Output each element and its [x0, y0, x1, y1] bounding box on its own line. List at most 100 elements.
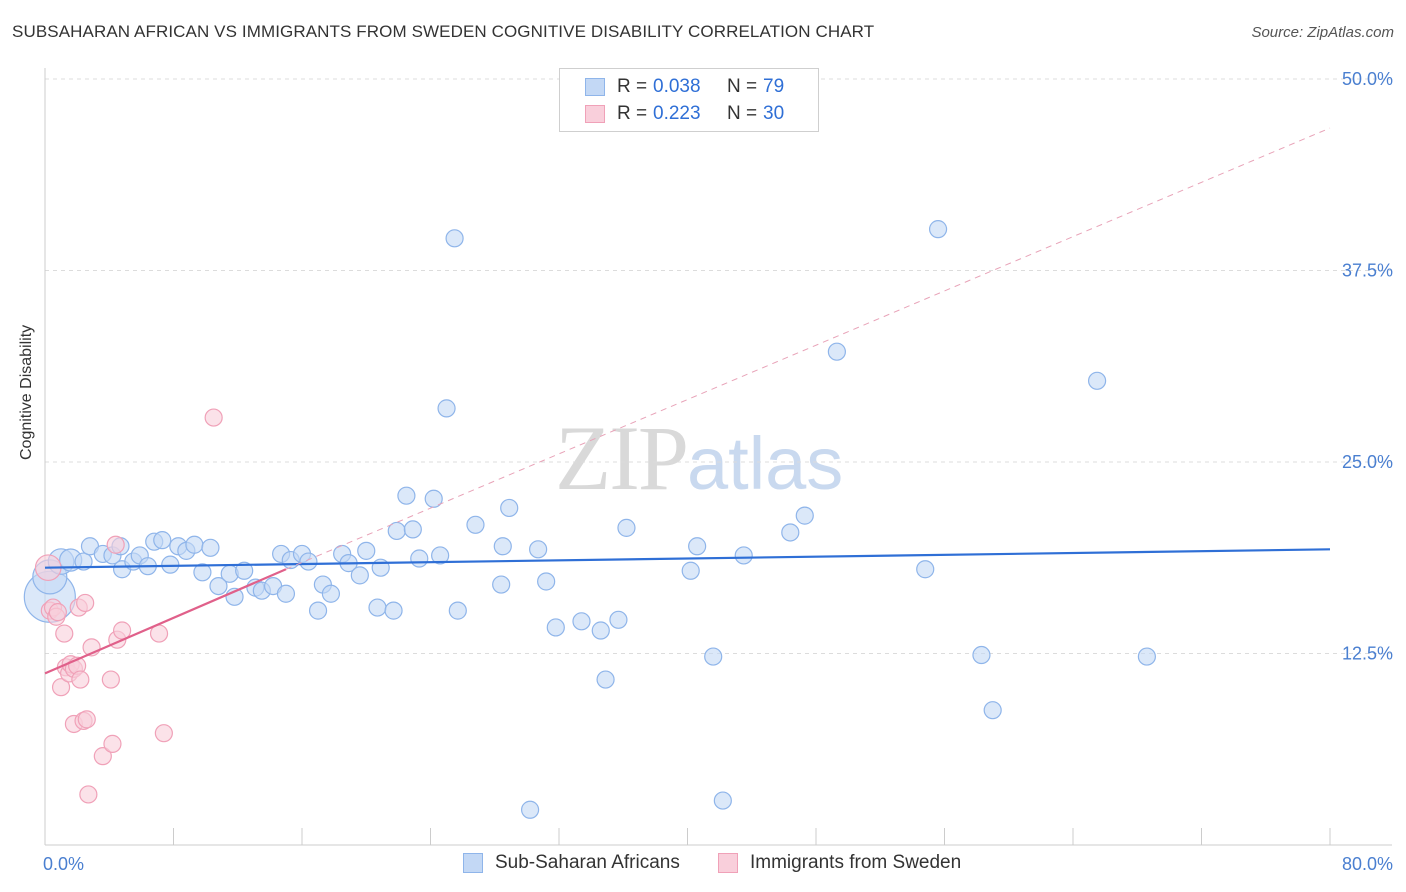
- point-sweden: [71, 670, 90, 689]
- y-tick-label: 25.0%: [1342, 452, 1393, 472]
- point-subsaharan: [201, 538, 220, 557]
- point-subsaharan: [827, 342, 846, 361]
- point-subsaharan: [299, 552, 318, 571]
- point-subsaharan: [445, 229, 464, 248]
- point-subsaharan: [609, 610, 628, 629]
- y-tick-label: 37.5%: [1342, 261, 1393, 281]
- point-subsaharan: [795, 506, 814, 525]
- point-sweden: [154, 724, 173, 743]
- point-subsaharan: [529, 540, 548, 559]
- point-subsaharan: [972, 645, 991, 665]
- tick-labels: 12.5% 25.0% 37.5% 50.0% 0.0% 80.0%: [43, 69, 1393, 874]
- legend-swatch-blue: [585, 77, 605, 96]
- point-subsaharan: [350, 566, 369, 585]
- point-sweden: [51, 678, 71, 697]
- axes: [44, 68, 1392, 846]
- point-sweden: [77, 710, 96, 729]
- point-subsaharan: [431, 546, 450, 565]
- legend-item-subsaharan: Sub-Saharan Africans: [463, 852, 680, 874]
- point-sweden: [93, 747, 112, 766]
- watermark: ZIPatlas: [555, 405, 843, 511]
- point-subsaharan: [781, 523, 800, 542]
- legend-r-value: 0.038: [653, 75, 701, 97]
- point-subsaharan: [321, 584, 341, 603]
- point-subsaharan: [1137, 647, 1156, 666]
- point-subsaharan: [734, 546, 753, 565]
- point-subsaharan: [466, 515, 485, 534]
- trend-lines: [44, 127, 1331, 675]
- point-subsaharan: [74, 552, 93, 571]
- x-tick-label-max: 80.0%: [1342, 854, 1393, 874]
- point-subsaharan: [410, 549, 429, 568]
- point-sweden: [55, 624, 74, 643]
- point-subsaharan: [308, 601, 328, 620]
- correlation-legend: R = 0.038 N = 79 R = 0.223 N = 30: [559, 68, 819, 132]
- point-sweden: [103, 734, 122, 753]
- series-legend: Sub-Saharan Africans Immigrants from Swe…: [0, 852, 1406, 876]
- point-subsaharan: [185, 535, 204, 554]
- point-subsaharan: [193, 563, 212, 582]
- legend-swatch-pink: [718, 853, 738, 873]
- legend-label-sweden: Immigrants from Sweden: [750, 852, 962, 873]
- chart-title: SUBSAHARAN AFRICAN VS IMMIGRANTS FROM SW…: [12, 22, 875, 41]
- legend-n-label: N =: [727, 75, 758, 97]
- point-sweden: [76, 593, 95, 613]
- point-subsaharan: [493, 537, 512, 556]
- legend-label-subsaharan: Sub-Saharan Africans: [495, 852, 680, 873]
- point-sweden: [101, 670, 120, 689]
- point-subsaharan: [448, 601, 467, 620]
- trend-line-subsaharan: [44, 548, 1331, 569]
- point-subsaharan: [572, 612, 591, 631]
- legend-n-value: 79: [763, 75, 785, 97]
- point-subsaharan: [403, 520, 422, 539]
- point-subsaharan: [424, 489, 443, 508]
- point-subsaharan: [368, 598, 387, 617]
- point-subsaharan: [153, 531, 172, 550]
- legend-swatch-blue: [463, 853, 483, 873]
- point-sweden: [48, 603, 67, 622]
- y-tick-label: 12.5%: [1342, 644, 1393, 664]
- point-subsaharan: [161, 555, 180, 574]
- point-subsaharan: [537, 572, 556, 591]
- point-subsaharan: [617, 518, 636, 537]
- point-subsaharan: [397, 486, 416, 505]
- point-subsaharan: [357, 541, 376, 560]
- point-sweden: [79, 785, 98, 804]
- y-tick-label: 50.0%: [1342, 69, 1393, 89]
- trend-line-sweden: [44, 568, 287, 675]
- point-subsaharan: [209, 576, 228, 596]
- point-subsaharan: [520, 800, 540, 819]
- point-subsaharan: [1087, 371, 1107, 390]
- source-label: Source: ZipAtlas.com: [1251, 24, 1394, 41]
- point-subsaharan: [437, 399, 456, 418]
- point-subsaharan: [983, 701, 1002, 720]
- point-subsaharan: [681, 561, 700, 580]
- legend-n-value: 30: [763, 102, 785, 124]
- point-subsaharan: [596, 670, 615, 689]
- point-subsaharan: [546, 618, 565, 637]
- x-tick-label-min: 0.0%: [43, 854, 84, 874]
- legend-item-sweden: Immigrants from Sweden: [718, 852, 961, 874]
- point-subsaharan: [928, 220, 948, 239]
- point-subsaharan: [235, 561, 254, 580]
- legend-row-subsaharan: R = 0.038 N = 79: [560, 73, 784, 100]
- point-subsaharan: [492, 575, 511, 594]
- point-subsaharan: [276, 584, 296, 603]
- point-subsaharan: [916, 560, 935, 579]
- data-points: [23, 220, 1156, 819]
- point-subsaharan: [704, 647, 723, 666]
- point-sweden: [106, 535, 125, 554]
- watermark-atlas: atlas: [687, 422, 844, 505]
- watermark-zip: ZIP: [555, 407, 689, 509]
- point-subsaharan: [500, 498, 519, 518]
- legend-r-value: 0.223: [653, 102, 701, 124]
- legend-row-sweden: R = 0.223 N = 30: [560, 100, 784, 127]
- trend-line-sweden-extension: [285, 127, 1331, 570]
- point-subsaharan: [384, 601, 403, 620]
- legend-r-label: R =: [617, 102, 648, 124]
- legend-swatch-pink: [585, 104, 605, 123]
- legend-r-label: R =: [617, 75, 648, 97]
- point-subsaharan: [688, 537, 707, 556]
- point-subsaharan: [591, 621, 610, 640]
